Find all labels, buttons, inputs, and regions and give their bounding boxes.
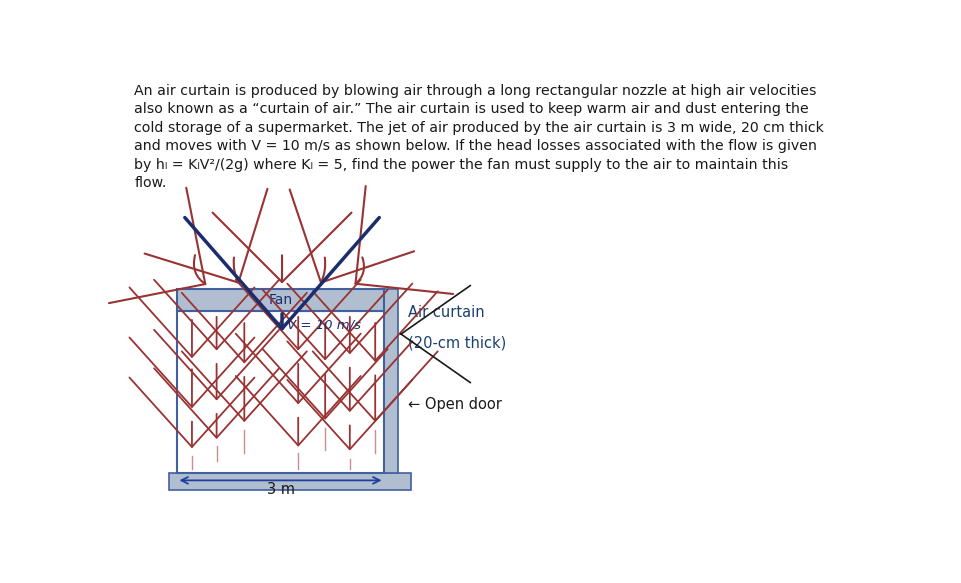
Text: (20-cm thick): (20-cm thick): [407, 336, 505, 350]
Bar: [384, 289, 398, 473]
Text: 3 m: 3 m: [266, 482, 294, 497]
Text: flow.: flow.: [135, 176, 166, 190]
Text: Fan: Fan: [268, 293, 292, 307]
Text: V = 10 m/s: V = 10 m/s: [286, 319, 360, 332]
Bar: [177, 311, 384, 473]
Text: cold storage of a supermarket. The jet of air produced by the air curtain is 3 m: cold storage of a supermarket. The jet o…: [135, 121, 824, 135]
Bar: [177, 289, 384, 311]
Text: and moves with V = 10 m/s as shown below. If the head losses associated with the: and moves with V = 10 m/s as shown below…: [135, 139, 816, 153]
Text: Air curtain: Air curtain: [407, 305, 483, 320]
Text: also known as a “curtain of air.” The air curtain is used to keep warm air and d: also known as a “curtain of air.” The ai…: [135, 102, 808, 116]
Text: ← Open door: ← Open door: [407, 397, 501, 412]
Bar: [169, 473, 411, 490]
Text: by hₗ = KₗV²/(2g) where Kₗ = 5, find the power the fan must supply to the air to: by hₗ = KₗV²/(2g) where Kₗ = 5, find the…: [135, 158, 788, 172]
Text: An air curtain is produced by blowing air through a long rectangular nozzle at h: An air curtain is produced by blowing ai…: [135, 84, 816, 98]
